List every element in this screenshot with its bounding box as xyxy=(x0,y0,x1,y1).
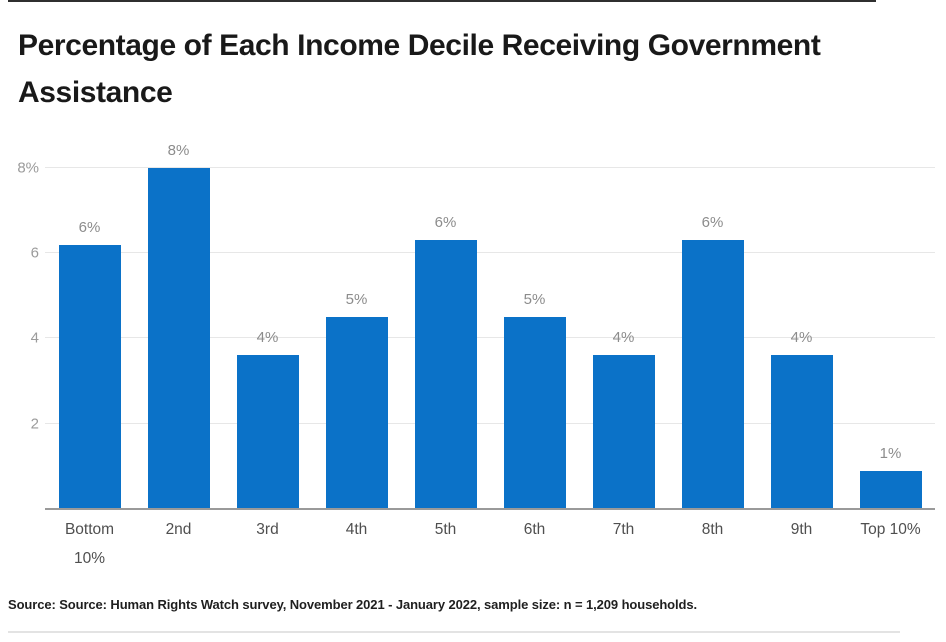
bar-column-8: 6% xyxy=(668,214,757,509)
bar-column-1: 6% xyxy=(45,219,134,509)
bar-column-7: 4% xyxy=(579,329,668,509)
bar-chart-plot-area: 2 4 6 8% 6% 8% 4% 5% 6% 5% 4% 6% 4% 1% xyxy=(17,142,935,510)
bar xyxy=(325,317,388,509)
x-axis-label: 8th xyxy=(668,515,757,573)
gridline-6 xyxy=(45,252,935,253)
x-axis-label: 4th xyxy=(312,515,401,573)
cropped-content-line xyxy=(8,631,900,633)
gridline-4 xyxy=(45,337,935,338)
bar-column-2: 8% xyxy=(134,142,223,509)
x-axis-label-text: Bottom 10% xyxy=(64,521,115,567)
x-axis-label: 9th xyxy=(757,515,846,573)
x-axis-label-text: 8th xyxy=(701,521,724,538)
y-tick-label-6: 6 xyxy=(30,244,39,262)
bar xyxy=(147,168,210,509)
bars-layer: 6% 8% 4% 5% 6% 5% 4% 6% 4% 1% xyxy=(45,142,935,509)
x-axis-label: Top 10% xyxy=(846,515,935,573)
x-axis-label-text: 2nd xyxy=(165,521,192,538)
bar-value-label: 5% xyxy=(345,291,368,308)
bar-value-label: 1% xyxy=(879,445,902,462)
x-axis-label-text: 3rd xyxy=(256,521,279,538)
x-axis-label: 2nd xyxy=(134,515,223,573)
bar-value-label: 4% xyxy=(612,329,635,346)
x-axis-label-text: 7th xyxy=(612,521,635,538)
gridline-8 xyxy=(45,167,935,168)
x-axis-label-text: 5th xyxy=(434,521,457,538)
x-axis-label-text: 6th xyxy=(523,521,546,538)
x-axis-label-text: Top 10% xyxy=(860,521,921,538)
bar-column-6: 5% xyxy=(490,291,579,509)
bar-value-label: 6% xyxy=(701,214,724,231)
bar-column-5: 6% xyxy=(401,214,490,509)
bar-column-3: 4% xyxy=(223,329,312,509)
bar-value-label: 8% xyxy=(167,142,190,159)
top-border-line xyxy=(8,0,876,2)
bar xyxy=(859,471,922,509)
bar xyxy=(414,240,477,509)
x-axis-label-text: 4th xyxy=(345,521,368,538)
bar-column-4: 5% xyxy=(312,291,401,509)
x-axis-label: 5th xyxy=(401,515,490,573)
x-axis-label: Bottom 10% xyxy=(45,515,134,573)
y-tick-label-4: 4 xyxy=(30,329,39,347)
gridline-2 xyxy=(45,423,935,424)
bar xyxy=(592,355,655,509)
y-tick-label-8: 8% xyxy=(17,159,39,177)
bar-column-9: 4% xyxy=(757,329,846,509)
x-axis-label: 3rd xyxy=(223,515,312,573)
source-note: Source: Source: Human Rights Watch surve… xyxy=(8,597,698,612)
bar xyxy=(236,355,299,509)
bar-value-label: 4% xyxy=(256,329,279,346)
bar xyxy=(770,355,833,509)
x-axis-label-text: 9th xyxy=(790,521,813,538)
bar xyxy=(503,317,566,509)
bar xyxy=(681,240,744,509)
x-axis-label: 7th xyxy=(579,515,668,573)
bar-value-label: 6% xyxy=(78,219,101,236)
bar xyxy=(58,245,121,509)
x-axis-labels-row: Bottom 10% 2nd 3rd 4th 5th 6th 7th 8th 9th Top 10… xyxy=(45,515,935,573)
x-axis-baseline xyxy=(45,508,935,510)
x-axis-label: 6th xyxy=(490,515,579,573)
chart-title: Percentage of Each Income Decile Receivi… xyxy=(18,29,821,109)
bar-value-label: 4% xyxy=(790,329,813,346)
bar-column-10: 1% xyxy=(846,445,935,509)
y-tick-label-2: 2 xyxy=(30,415,39,433)
bar-value-label: 6% xyxy=(434,214,457,231)
bar-value-label: 5% xyxy=(523,291,546,308)
